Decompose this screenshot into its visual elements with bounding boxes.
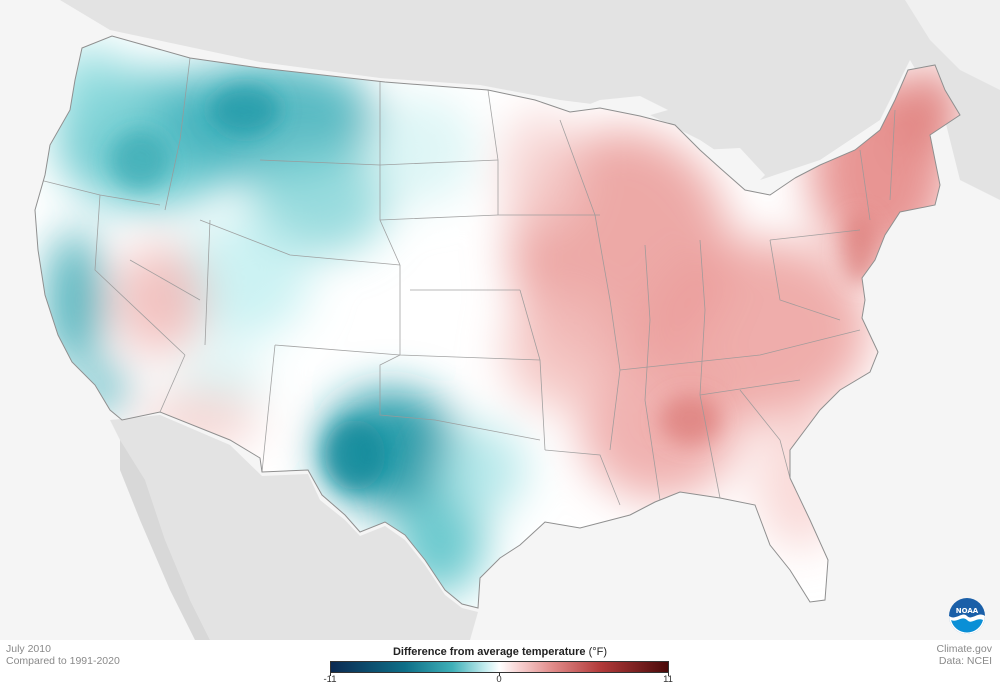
temperature-anomaly-map: [34, 0, 1000, 640]
credit-data: Data: NCEI: [938, 655, 992, 667]
legend-tick-min: -11: [323, 674, 337, 685]
legend-tick-max-mark: [668, 673, 669, 676]
legend-tick-max: 11: [663, 674, 673, 685]
surrounding-land: [60, 0, 1000, 640]
map-svg: [34, 0, 1000, 640]
legend-tick-mid-mark: [499, 673, 500, 676]
caption-date: July 2010: [6, 643, 51, 655]
state-borders: [39, 57, 896, 506]
caption: July 2010 Compared to 1991-2020: [6, 643, 120, 667]
caption-baseline: Compared to 1991-2020: [6, 655, 120, 667]
credit-source: Climate.gov: [936, 643, 992, 655]
noaa-logo: NOAA: [948, 597, 986, 640]
legend-title: Difference from average temperature (°F): [0, 646, 1000, 658]
legend-unit: (°F): [588, 646, 608, 658]
legend-tick-mid: 0: [496, 674, 502, 685]
map-footer: July 2010 Compared to 1991-2020 Differen…: [0, 640, 1000, 690]
noaa-logo-text: NOAA: [956, 607, 979, 615]
credits: Climate.gov Data: NCEI: [937, 643, 992, 667]
legend-color-bar: [330, 661, 669, 673]
legend-tick-min-mark: [330, 673, 331, 676]
legend-title-text: Difference from average temperature: [392, 646, 586, 658]
